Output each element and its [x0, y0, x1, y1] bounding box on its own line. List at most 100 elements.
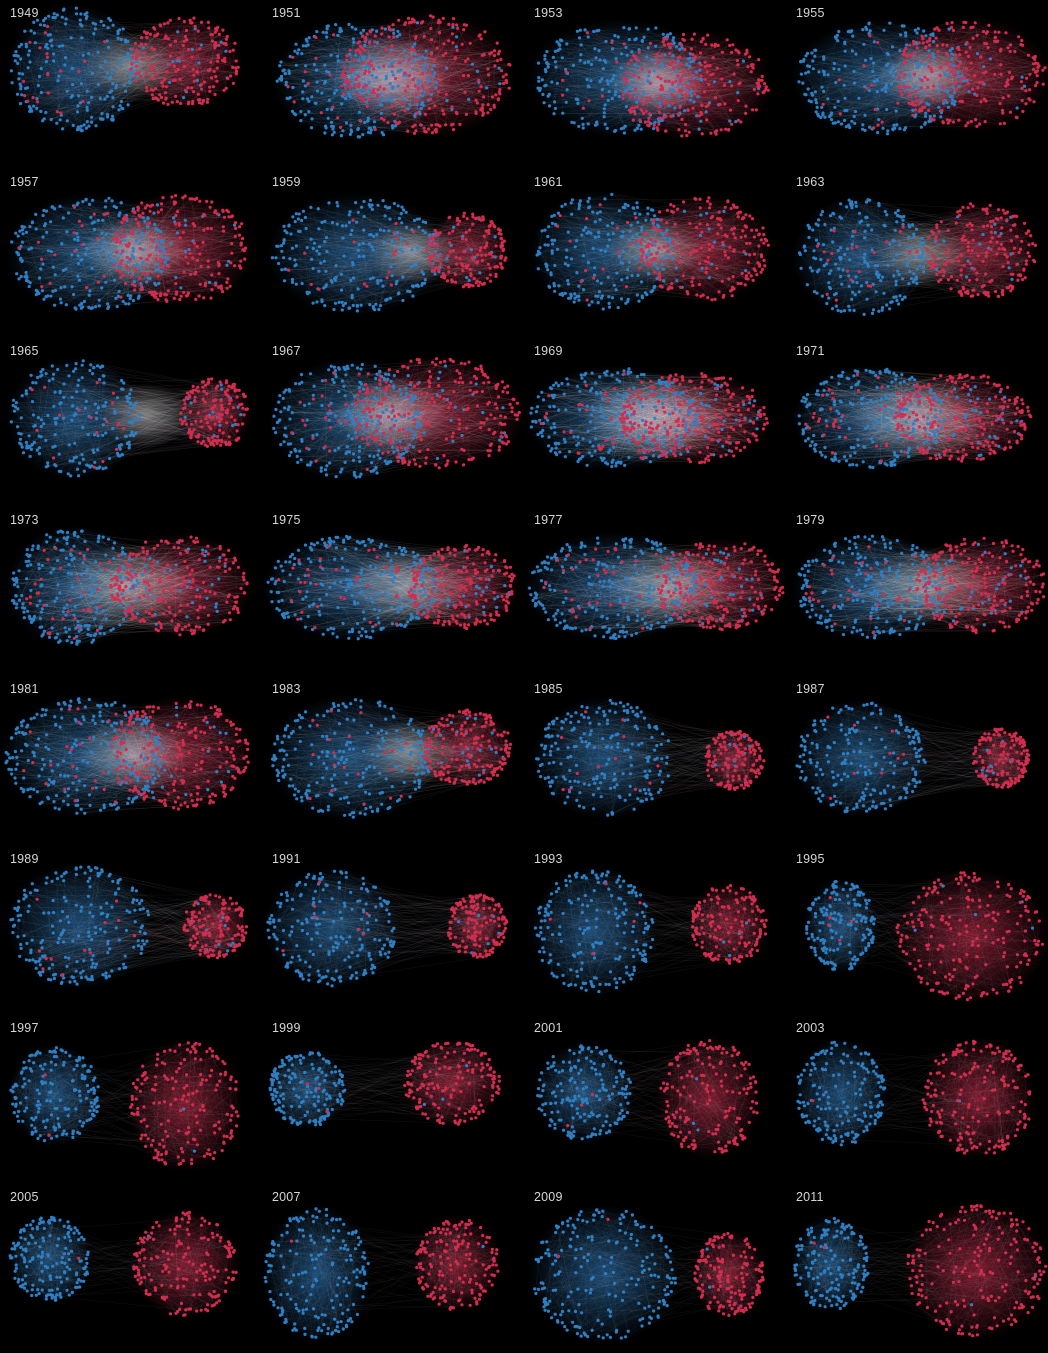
graph-node — [661, 40, 665, 44]
graph-node — [623, 463, 627, 467]
graph-node — [96, 405, 101, 409]
graph-node — [853, 293, 857, 297]
graph-node — [933, 257, 937, 261]
graph-node — [961, 205, 965, 209]
graph-node — [154, 87, 158, 91]
graph-node — [899, 215, 903, 219]
graph-node — [634, 239, 639, 243]
graph-node — [640, 228, 644, 232]
graph-node — [996, 294, 1000, 298]
graph-node — [294, 263, 298, 267]
graph-node — [221, 225, 225, 229]
graph-node — [577, 124, 581, 128]
graph-node — [283, 72, 287, 76]
graph-node — [303, 84, 307, 88]
graph-node — [863, 128, 867, 132]
graph-node — [390, 64, 394, 68]
graph-node — [382, 241, 386, 245]
graph-node — [451, 23, 455, 27]
graph-node — [480, 369, 484, 374]
graph-node — [750, 217, 755, 221]
graph-node — [744, 274, 749, 278]
graph-node — [911, 223, 915, 227]
graph-node — [957, 47, 961, 52]
graph-node — [468, 267, 472, 271]
network-panel-1953: 1953 — [524, 0, 786, 169]
graph-node — [139, 235, 143, 239]
graph-node — [730, 294, 734, 298]
graph-node — [78, 461, 82, 465]
graph-node — [479, 426, 483, 430]
graph-node — [414, 129, 418, 133]
graph-node — [174, 292, 178, 296]
graph-node — [221, 290, 225, 294]
graph-node — [317, 245, 322, 249]
graph-node — [832, 226, 836, 230]
graph-node — [118, 104, 122, 108]
graph-node — [387, 229, 391, 233]
graph-node — [950, 98, 955, 102]
graph-node — [694, 197, 698, 201]
graph-node — [284, 388, 288, 392]
graph-node — [301, 418, 305, 423]
graph-node — [384, 298, 388, 302]
graph-node — [198, 282, 202, 286]
graph-node — [187, 47, 191, 51]
graph-node — [335, 200, 339, 205]
graph-node — [36, 83, 41, 88]
graph-node — [46, 91, 50, 95]
graph-node — [762, 233, 766, 237]
graph-node — [671, 101, 675, 105]
graph-node — [218, 423, 222, 427]
graph-node — [175, 100, 179, 104]
graph-node — [959, 268, 963, 272]
graph-node — [842, 309, 847, 313]
graph-node — [682, 200, 686, 204]
graph-node — [590, 300, 594, 304]
graph-node — [161, 84, 165, 88]
graph-node — [578, 408, 582, 412]
graph-node — [815, 291, 819, 295]
graph-node — [688, 64, 692, 68]
graph-node — [404, 386, 408, 390]
graph-node — [927, 119, 931, 124]
graph-node — [375, 414, 379, 418]
graph-node — [330, 280, 334, 284]
graph-node — [762, 89, 766, 94]
graph-node — [67, 443, 71, 447]
graph-node — [315, 89, 320, 93]
graph-node — [122, 238, 126, 242]
graph-node — [830, 307, 835, 311]
graph-node — [192, 428, 196, 432]
graph-node — [388, 296, 393, 300]
graph-node — [90, 95, 94, 99]
graph-node — [351, 276, 356, 280]
graph-node — [332, 130, 336, 134]
graph-node — [129, 67, 133, 71]
graph-node — [453, 405, 457, 409]
graph-node — [536, 86, 540, 90]
graph-node — [199, 419, 203, 423]
graph-node — [837, 267, 841, 271]
graph-node — [296, 460, 300, 464]
graph-node — [653, 270, 657, 274]
graph-node — [301, 97, 305, 101]
graph-node — [820, 210, 825, 214]
graph-node — [959, 61, 963, 65]
graph-node — [24, 278, 29, 283]
graph-node — [915, 281, 919, 285]
graph-node — [910, 53, 914, 57]
graph-node — [912, 42, 916, 46]
graph-node — [911, 113, 915, 117]
graph-node — [356, 126, 360, 131]
graph-node — [1004, 31, 1008, 35]
graph-node — [45, 55, 50, 59]
graph-node — [432, 244, 436, 248]
graph-node — [485, 276, 489, 280]
democrat-nodes — [536, 26, 761, 135]
graph-node — [639, 280, 644, 284]
graph-node — [229, 415, 234, 419]
graph-node — [453, 272, 457, 276]
graph-node — [937, 28, 941, 32]
graph-node — [364, 69, 368, 73]
